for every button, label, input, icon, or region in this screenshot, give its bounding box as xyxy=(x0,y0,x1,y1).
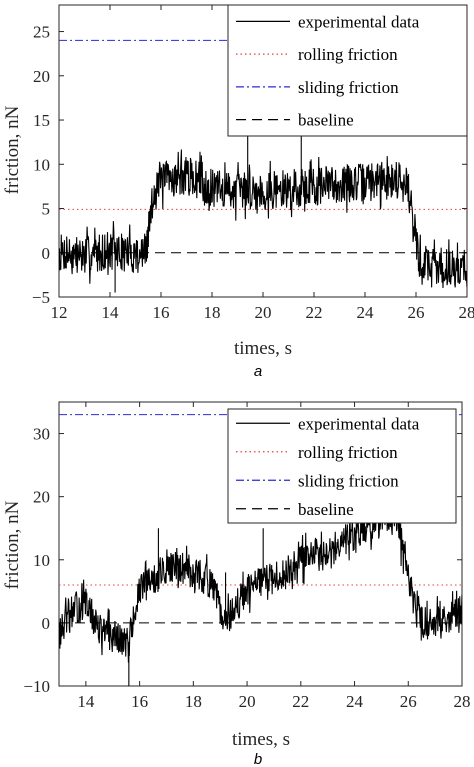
y-tick-label: 20 xyxy=(33,488,50,507)
legend: experimental data rolling friction sliding… xyxy=(227,4,468,137)
legend-label: rolling friction xyxy=(298,45,398,64)
x-tick-label: 16 xyxy=(131,692,148,711)
legend-label: sliding friction xyxy=(298,471,399,490)
chart-panel-a: 12 14 16 18 20 22 24 26 28 −5 0 5 10 15 20 25 experiment… xyxy=(2,4,474,380)
x-axis-label: times, s xyxy=(234,338,292,359)
y-tick-label: 25 xyxy=(33,23,50,42)
y-tick-label: 10 xyxy=(33,551,50,570)
legend-label: baseline xyxy=(298,500,354,519)
x-tick-label: 24 xyxy=(357,303,375,322)
x-tick-label: 20 xyxy=(255,303,272,322)
y-tick-label: −10 xyxy=(23,677,50,696)
y-tick-label: 0 xyxy=(42,244,51,263)
legend: experimental data rolling friction sliding… xyxy=(227,408,457,524)
legend-box xyxy=(227,4,468,137)
x-tick-label: 28 xyxy=(459,303,474,322)
x-tick-label: 20 xyxy=(239,692,256,711)
legend-label: baseline xyxy=(298,111,354,130)
y-tick-label: 10 xyxy=(33,155,50,174)
panel-label: b xyxy=(254,751,262,767)
x-tick-label: 18 xyxy=(204,303,221,322)
x-tick-label: 22 xyxy=(292,692,309,711)
panel-label: a xyxy=(254,363,262,380)
legend-label: rolling friction xyxy=(298,443,398,462)
y-tick-label: 5 xyxy=(42,200,51,219)
x-tick-label: 26 xyxy=(408,303,425,322)
y-tick-label: −5 xyxy=(32,288,50,307)
x-tick-label: 16 xyxy=(153,303,170,322)
y-tick-label: 30 xyxy=(33,425,50,444)
y-axis-label: friction, nN xyxy=(2,105,23,194)
x-tick-label: 26 xyxy=(400,692,417,711)
legend-label: experimental data xyxy=(298,414,420,433)
x-tick-label: 14 xyxy=(102,303,120,322)
x-tick-label: 24 xyxy=(346,692,364,711)
legend-box xyxy=(227,408,457,524)
y-axis-label: friction, nN xyxy=(2,500,23,589)
x-tick-label: 22 xyxy=(306,303,323,322)
chart-panel-b: 14 16 18 20 22 24 26 28 −10 0 10 20 30 experimental d… xyxy=(2,401,471,767)
x-tick-label: 14 xyxy=(77,692,95,711)
series-line-experimental-data xyxy=(59,149,467,288)
x-axis-label: times, s xyxy=(232,729,290,750)
legend-label: sliding friction xyxy=(298,78,399,97)
y-tick-label: 15 xyxy=(33,111,50,130)
legend-label: experimental data xyxy=(298,12,420,31)
x-tick-label: 18 xyxy=(185,692,202,711)
x-tick-label: 12 xyxy=(51,303,68,322)
x-tick-label: 28 xyxy=(454,692,471,711)
y-tick-label: 0 xyxy=(42,614,51,633)
y-tick-label: 20 xyxy=(33,67,50,86)
